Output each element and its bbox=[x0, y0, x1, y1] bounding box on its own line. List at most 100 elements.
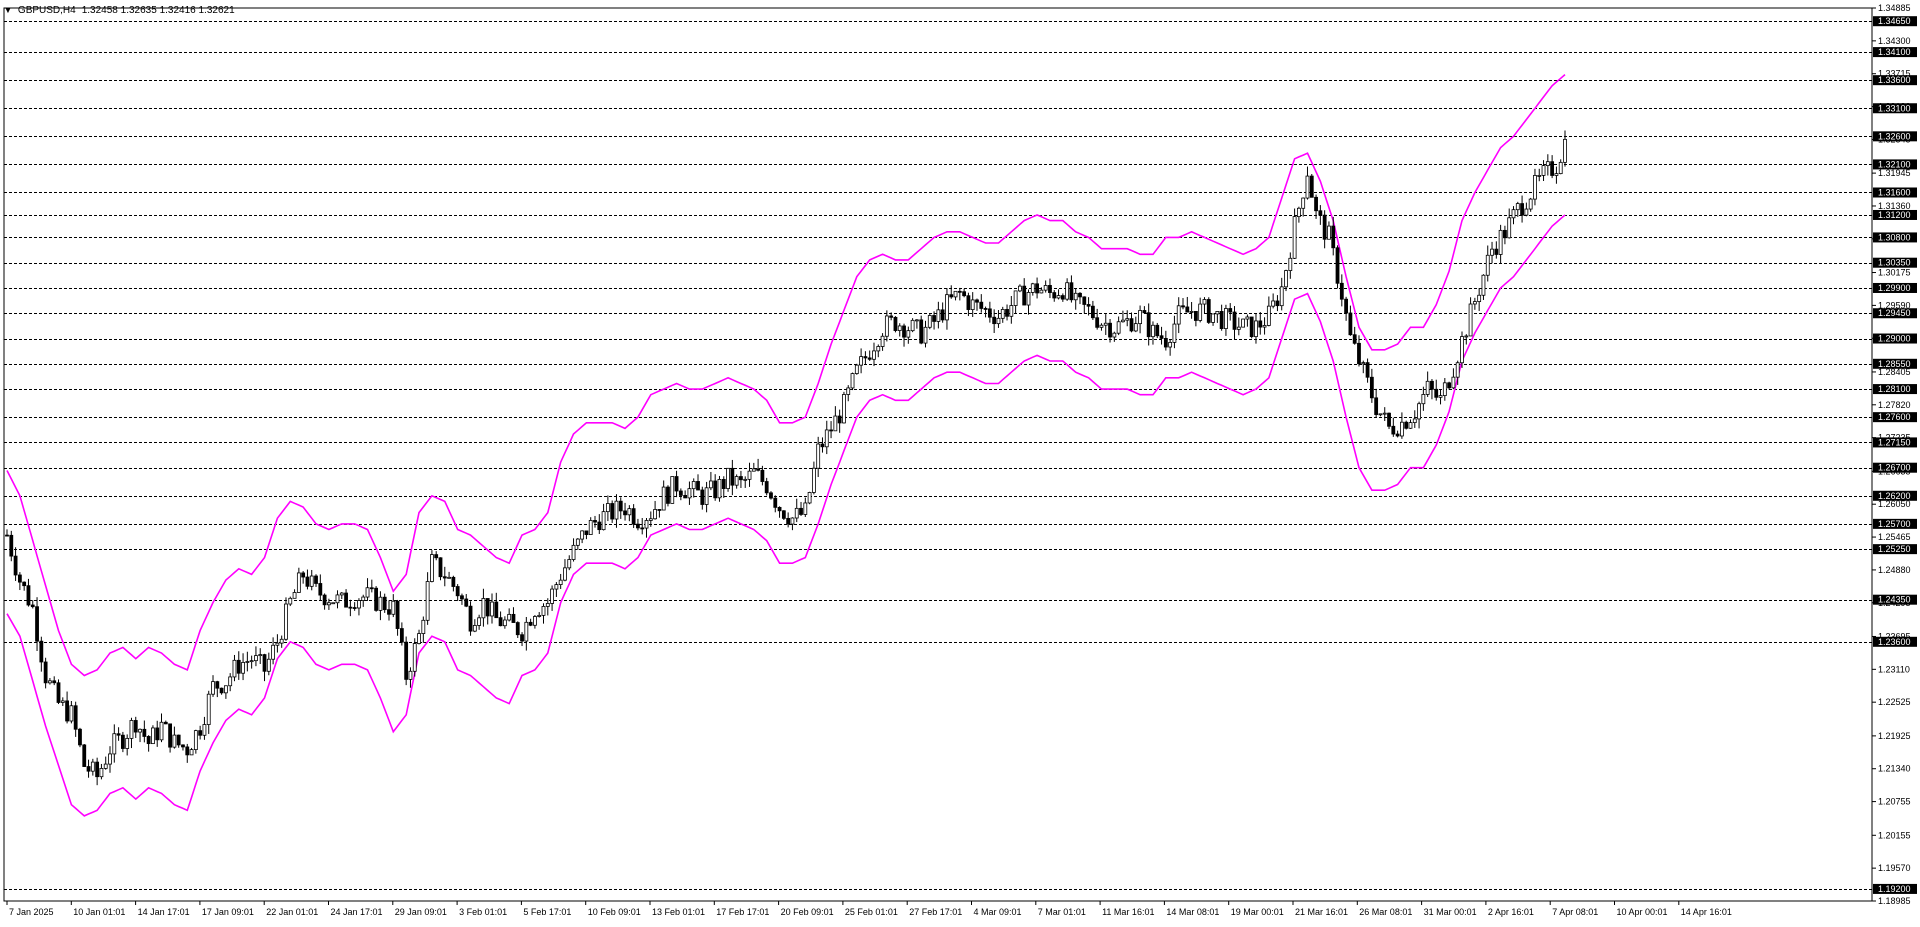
candle-body bbox=[1472, 301, 1477, 305]
candle-body bbox=[683, 495, 688, 499]
candle-body bbox=[189, 749, 194, 756]
candle-body bbox=[365, 587, 370, 598]
candle-body bbox=[910, 319, 915, 332]
candle-body bbox=[309, 575, 314, 587]
candle-body bbox=[5, 534, 9, 537]
candle-body bbox=[687, 488, 692, 499]
y-tick-label: 1.31360 bbox=[1878, 201, 1911, 211]
level-tag-label: 1.27600 bbox=[1878, 412, 1911, 422]
candle-body bbox=[1408, 422, 1413, 429]
candle-body bbox=[1563, 138, 1567, 163]
candle-body bbox=[103, 763, 108, 769]
candle-body bbox=[584, 530, 589, 535]
candle-body bbox=[1168, 341, 1173, 348]
level-tag bbox=[1873, 257, 1917, 268]
candle-body bbox=[987, 308, 992, 318]
candle-body bbox=[159, 721, 164, 741]
level-tag bbox=[1873, 232, 1917, 243]
y-tick-label: 1.18985 bbox=[1878, 896, 1911, 906]
candle-body bbox=[1013, 290, 1018, 306]
candle-body bbox=[837, 415, 842, 424]
candle-body bbox=[769, 492, 773, 499]
candle-body bbox=[696, 481, 700, 491]
candle-body bbox=[116, 733, 121, 736]
candle-body bbox=[455, 586, 460, 597]
candle-body bbox=[631, 508, 636, 525]
candle-body bbox=[1095, 317, 1100, 328]
candle-body bbox=[305, 576, 310, 587]
candle-body bbox=[1279, 286, 1284, 307]
candle-body bbox=[983, 308, 988, 310]
candle-body bbox=[1455, 362, 1460, 378]
candle-body bbox=[17, 574, 22, 583]
candle-body bbox=[713, 480, 718, 499]
candle-body bbox=[966, 295, 971, 310]
y-tick-label: 1.31945 bbox=[1878, 168, 1911, 178]
candle-body bbox=[975, 299, 979, 303]
candle-body bbox=[829, 429, 833, 432]
candle-body bbox=[1112, 332, 1117, 338]
candle-body bbox=[275, 642, 280, 646]
candle-body bbox=[781, 510, 786, 519]
candle-body bbox=[648, 518, 653, 521]
candle-body bbox=[490, 601, 494, 617]
candle-body bbox=[1022, 285, 1027, 306]
candle-body bbox=[163, 721, 168, 725]
candle-body bbox=[1258, 320, 1263, 328]
x-tick-label: 10 Feb 09:01 bbox=[588, 907, 641, 917]
candle-body bbox=[1309, 175, 1314, 198]
candle-body bbox=[593, 520, 597, 523]
candle-body bbox=[1069, 282, 1074, 301]
candle-body bbox=[279, 638, 284, 644]
candle-body bbox=[1395, 433, 1400, 437]
candle-body bbox=[1425, 380, 1430, 395]
candle-body bbox=[1018, 285, 1022, 292]
level-tag-label: 1.29900 bbox=[1878, 283, 1911, 293]
candle-body bbox=[674, 476, 679, 492]
x-tick-label: 19 Mar 00:01 bbox=[1231, 907, 1284, 917]
candle-body bbox=[382, 596, 387, 611]
candle-body bbox=[820, 443, 825, 448]
candle-body bbox=[1528, 198, 1533, 210]
collapse-triangle-icon[interactable]: ▼ bbox=[4, 6, 12, 15]
level-tag-label: 1.19200 bbox=[1878, 884, 1911, 894]
candle-body bbox=[374, 587, 379, 611]
candle-body bbox=[357, 600, 361, 609]
candle-body bbox=[1155, 324, 1160, 337]
candle-body bbox=[172, 734, 177, 748]
candle-body bbox=[327, 602, 331, 606]
candle-body bbox=[26, 585, 31, 606]
candle-body bbox=[361, 596, 366, 601]
level-tag bbox=[1873, 75, 1917, 86]
level-tag bbox=[1873, 490, 1917, 501]
candle-body bbox=[1361, 362, 1366, 365]
candle-body bbox=[721, 479, 726, 489]
candle-body bbox=[610, 503, 615, 520]
candle-body bbox=[1030, 283, 1035, 293]
level-tag bbox=[1873, 159, 1917, 170]
candle-body bbox=[1176, 305, 1181, 325]
candle-body bbox=[700, 489, 705, 505]
candle-body bbox=[575, 538, 580, 546]
candle-body bbox=[601, 511, 606, 531]
candle-body bbox=[1374, 397, 1379, 415]
y-tick-label: 1.20155 bbox=[1878, 830, 1911, 840]
candle-body bbox=[472, 625, 477, 632]
level-tag-label: 1.23600 bbox=[1878, 637, 1911, 647]
level-tag-label: 1.26200 bbox=[1878, 491, 1911, 501]
candle-body bbox=[1133, 323, 1138, 332]
candle-body bbox=[1464, 335, 1469, 338]
y-tick-label: 1.30175 bbox=[1878, 268, 1911, 278]
candle-body bbox=[734, 476, 739, 486]
x-tick-label: 2 Apr 16:01 bbox=[1488, 907, 1534, 917]
candle-body bbox=[1219, 311, 1224, 330]
candle-body bbox=[571, 544, 576, 560]
candle-body bbox=[129, 720, 134, 739]
y-tick-label: 1.22525 bbox=[1878, 697, 1911, 707]
x-tick-label: 21 Mar 16:01 bbox=[1295, 907, 1348, 917]
x-tick-label: 11 Mar 16:01 bbox=[1102, 907, 1154, 917]
candle-body bbox=[65, 700, 69, 722]
level-tag-label: 1.33100 bbox=[1878, 103, 1911, 113]
